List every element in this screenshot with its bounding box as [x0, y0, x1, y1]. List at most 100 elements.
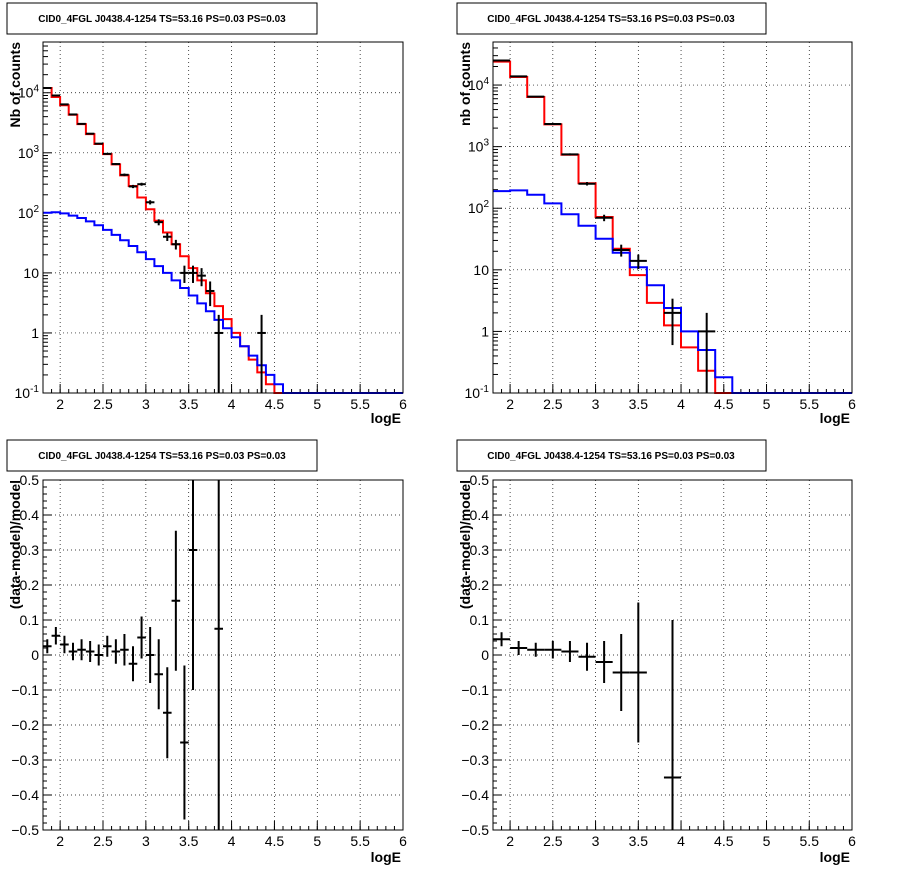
data-point — [103, 635, 112, 657]
y-tick-label: 0.2 — [20, 577, 40, 593]
y-tick-label: 1 — [31, 325, 39, 341]
data-point — [544, 641, 562, 659]
y-tick-label: 0.2 — [470, 577, 490, 593]
x-tick-label: 5.5 — [800, 833, 820, 849]
plot-frame — [42, 41, 404, 394]
y-tick-label: 10-1 — [465, 384, 490, 401]
data-point — [544, 123, 562, 126]
data-point — [171, 239, 181, 250]
x-tick-label: 4 — [677, 396, 685, 412]
y-tick-label: 104 — [18, 84, 40, 101]
data-point — [128, 646, 138, 682]
data-point — [137, 616, 146, 659]
data-point — [188, 480, 198, 690]
x-tick-label: 6 — [848, 396, 856, 412]
y-tick-label: 103 — [468, 138, 490, 155]
y-tick-label: −0.4 — [11, 787, 39, 803]
data-point — [145, 627, 155, 683]
panel-bottom-left: CID0_4FGL J0438.4-1254 TS=53.16 PS=0.03 … — [6, 439, 407, 865]
x-tick-label: 5 — [763, 396, 771, 412]
panel-top-left: CID0_4FGL J0438.4-1254 TS=53.16 PS=0.03 … — [6, 2, 407, 426]
y-tick-label: 103 — [18, 144, 40, 161]
x-tick-label: 2 — [56, 396, 64, 412]
data-point — [629, 254, 647, 270]
x-tick-label: 4 — [677, 833, 685, 849]
y-tick-label: 0.1 — [470, 612, 490, 628]
data-point — [171, 530, 181, 671]
data-point — [85, 641, 95, 662]
data-point — [629, 602, 647, 743]
data-point — [128, 184, 138, 189]
y-axis-label: Nb of counts — [7, 42, 23, 128]
model-source-histogram — [493, 189, 852, 394]
x-tick-label: 3 — [142, 833, 150, 849]
data-point — [214, 314, 223, 393]
plot-area: 2 2.5 3 3.5 4 4.5 5 5.5 6 10-1 1 10 102 103 104 — [15, 41, 407, 412]
y-tick-label: −0.2 — [461, 717, 489, 733]
x-axis-label: logE — [371, 849, 401, 865]
y-tick-label: 0.5 — [20, 472, 40, 488]
data-point — [698, 312, 716, 393]
x-tick-label: 4.5 — [714, 833, 734, 849]
data-point — [77, 122, 86, 125]
x-tick-label: 3.5 — [179, 833, 199, 849]
data-point — [663, 298, 682, 346]
x-tick-label: 3.5 — [629, 833, 649, 849]
chart-title: CID0_4FGL J0438.4-1254 TS=53.16 PS=0.03 … — [487, 14, 735, 25]
y-tick-label: 0.5 — [470, 472, 490, 488]
panel-top-right: CID0_4FGL J0438.4-1254 TS=53.16 PS=0.03 … — [456, 2, 856, 426]
panel-bottom-right: CID0_4FGL J0438.4-1254 TS=53.16 PS=0.03 … — [456, 439, 856, 865]
y-tick-label: 0 — [31, 647, 39, 663]
x-tick-label: 4.5 — [265, 833, 285, 849]
title-box — [456, 439, 767, 472]
plot-area: 2 2.5 3 3.5 4 4.5 5 5.5 6 10-1 1 10 102 103 104 — [465, 41, 856, 412]
y-tick-label: 102 — [18, 204, 40, 221]
data-point — [188, 265, 198, 283]
y-tick-label: −0.3 — [11, 752, 39, 768]
x-axis-label: logE — [820, 410, 850, 426]
x-axis-label: logE — [371, 410, 401, 426]
data-point — [197, 268, 206, 287]
data-point — [154, 219, 163, 226]
y-tick-label: 104 — [468, 76, 490, 93]
y-axis-label: (data-model)/model — [7, 480, 23, 609]
data-point — [68, 113, 78, 116]
data-point — [510, 641, 528, 655]
chart-title: CID0_4FGL J0438.4-1254 TS=53.16 PS=0.03 … — [38, 14, 286, 25]
data-point — [94, 142, 103, 145]
plot-area: 2 2.5 3 3.5 4 4.5 5 5.5 6 −0.5 −0.4 −0.3 −0.2 −0.1 0 0.… — [11, 472, 407, 849]
x-tick-label: 5.5 — [350, 396, 370, 412]
plot-area: 2 2.5 3 3.5 4 4.5 5 5.5 6 −0.5 −0.4 −0.3 −0.2 −0.1 0 0.… — [461, 472, 856, 849]
data-point — [205, 281, 215, 307]
y-tick-label: 0.4 — [470, 507, 490, 523]
x-tick-label: 4.5 — [714, 396, 734, 412]
data-point — [612, 244, 630, 257]
data-point — [111, 163, 121, 166]
x-tick-label: 4.5 — [265, 396, 285, 412]
data-point — [85, 132, 95, 135]
y-tick-label: −0.2 — [11, 717, 39, 733]
x-tick-label: 6 — [399, 833, 407, 849]
x-tick-label: 2.5 — [543, 396, 563, 412]
y-tick-label: 10-1 — [15, 384, 40, 401]
model-total-histogram — [43, 87, 403, 394]
data-point — [578, 182, 596, 186]
plot-frame — [492, 41, 853, 394]
data-point — [595, 214, 613, 222]
y-tick-label: −0.5 — [461, 822, 489, 838]
chart-title: CID0_4FGL J0438.4-1254 TS=53.16 PS=0.03 … — [38, 451, 286, 462]
plot-frame — [492, 479, 853, 831]
x-tick-label: 4 — [228, 396, 236, 412]
x-tick-label: 5.5 — [350, 833, 370, 849]
title-box — [6, 439, 318, 472]
x-tick-label: 2 — [56, 833, 64, 849]
x-tick-label: 5.5 — [800, 396, 820, 412]
x-tick-label: 3.5 — [629, 396, 649, 412]
x-tick-label: 2.5 — [93, 396, 113, 412]
y-tick-label: 0.1 — [20, 612, 40, 628]
x-tick-label: 2.5 — [543, 833, 563, 849]
data-point — [51, 94, 61, 97]
data-point — [561, 641, 579, 662]
y-tick-label: 0.3 — [470, 542, 490, 558]
